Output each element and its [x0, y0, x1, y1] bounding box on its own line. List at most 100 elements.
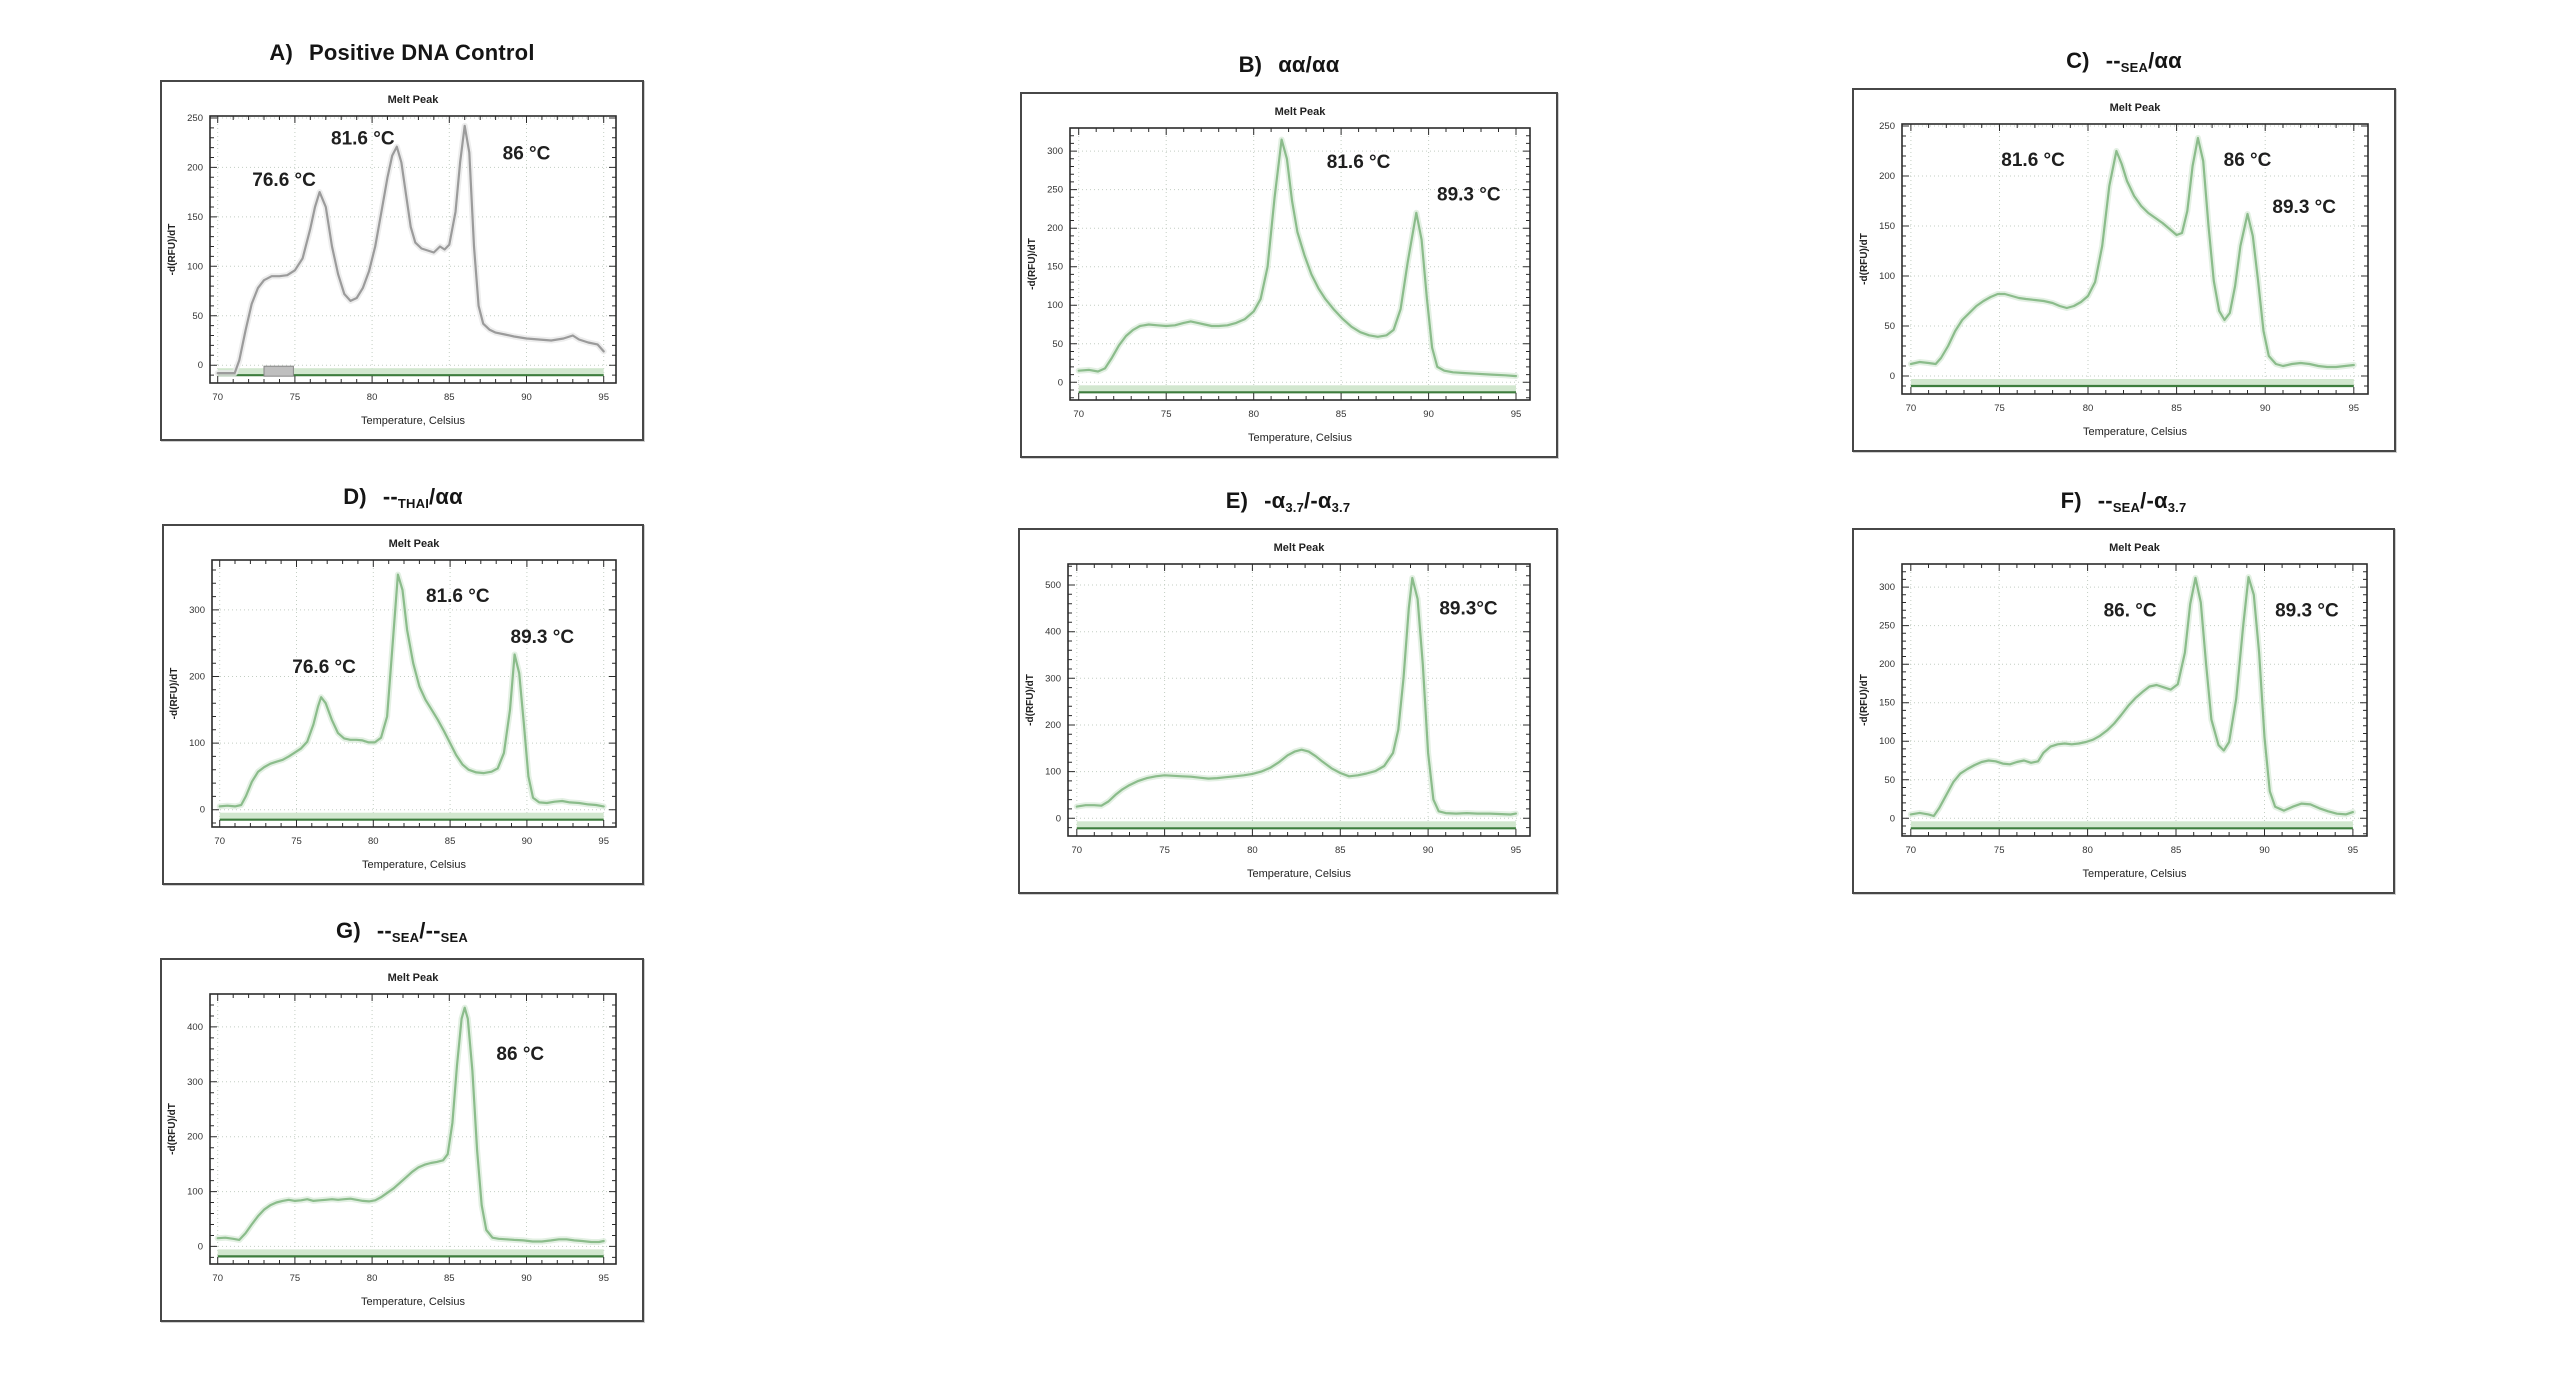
peak-annotation: 89.3°C: [1439, 598, 1498, 619]
y-tick-label: 300: [187, 1077, 203, 1088]
y-tick-label: 0: [1890, 813, 1895, 824]
genotype-text-segment: 3.7: [1331, 500, 1351, 515]
panel-F-melt-peak-chart: 70 75 80 85 90 95 0 50 100 150 200 250 300 86. °C 89.3…: [1852, 528, 2395, 894]
genotype-text-segment: /αα: [2148, 48, 2182, 73]
x-tick-label: 70: [214, 836, 225, 847]
x-axis-label: Temperature, Celsius: [361, 1296, 465, 1308]
y-tick-label: 100: [1047, 300, 1063, 311]
y-tick-label: 0: [198, 360, 203, 371]
x-tick-label: 85: [444, 392, 455, 403]
panel-B: B) αα/αα 70 75 80 85 90 95 0 50 100 150 200 250 300 81…: [1020, 46, 1558, 458]
x-tick-label: 90: [521, 392, 532, 403]
peak-annotation: 86 °C: [2224, 150, 2272, 171]
y-tick-label: 150: [1879, 221, 1895, 232]
peak-annotation: 86 °C: [503, 144, 551, 165]
y-axis-label: -d(RFU)/dT: [1859, 674, 1870, 726]
peak-annotation: 89.3 °C: [1437, 184, 1501, 205]
melt-curve-halo: [1075, 136, 1519, 380]
x-tick-label: 75: [1159, 845, 1170, 856]
y-tick-label: 200: [1879, 171, 1895, 182]
genotype-text-segment: -α: [1264, 488, 1286, 513]
melt-curve: [216, 124, 605, 375]
panel-G-melt-peak-chart: 70 75 80 85 90 95 0 100 200 300 400 86 °C Melt Peak T…: [160, 958, 644, 1322]
y-tick-label: 150: [1879, 698, 1895, 709]
x-tick-label: 85: [444, 1273, 455, 1284]
x-tick-label: 95: [1511, 409, 1522, 420]
panel-letter: B): [1238, 52, 1263, 77]
x-axis-ticks: [1076, 564, 1517, 836]
melt-peak-plot: 70 75 80 85 90 95 0 100 200 300 76.6 °C 81.6 °C 89.3…: [169, 538, 617, 871]
x-tick-label: 70: [1073, 409, 1084, 420]
baseline-band: [219, 812, 604, 820]
x-tick-label: 70: [212, 1273, 223, 1284]
x-tick-label: 95: [598, 1273, 609, 1284]
peak-annotation: 76.6 °C: [252, 170, 316, 191]
melt-curve: [216, 1006, 605, 1244]
panel-E-title: E) -α 3.7/-α 3.7: [1018, 482, 1558, 514]
panel-E-melt-peak-chart: 70 75 80 85 90 95 0 100 200 300 400 500 89.3°C Melt P…: [1018, 528, 1558, 894]
genotype-text-segment: αα/αα: [1278, 52, 1340, 77]
y-tick-label: 200: [1879, 659, 1895, 670]
x-tick-label: 90: [1423, 845, 1434, 856]
y-axis-label: -d(RFU)/dT: [167, 1103, 178, 1155]
x-tick-label: 80: [368, 836, 379, 847]
y-tick-label: 100: [187, 261, 203, 272]
melt-curve: [1077, 138, 1518, 378]
x-tick-label: 70: [1072, 845, 1083, 856]
baseline-band: [217, 1249, 604, 1257]
y-axis-ticks: [210, 117, 616, 376]
y-tick-label: 250: [1047, 185, 1063, 196]
panel-D-melt-peak-chart: 70 75 80 85 90 95 0 100 200 300 76.6 °C 81.6 °C 89.3…: [162, 524, 644, 885]
melt-curve: [1909, 576, 2354, 818]
panel-letter: D): [343, 484, 367, 509]
y-axis-label: -d(RFU)/dT: [1027, 238, 1038, 290]
panel-A-title: A) Positive DNA Control: [160, 34, 644, 66]
x-axis-ticks: [1078, 128, 1517, 400]
plot-border: [209, 115, 617, 384]
y-tick-label: 100: [1879, 271, 1895, 282]
chart-title: Melt Peak: [2109, 542, 2161, 554]
melt-peak-plot: 70 75 80 85 90 95 0 50 100 150 200 250 76.6 °C 81.6 °…: [167, 94, 617, 427]
x-tick-label: 85: [1336, 409, 1347, 420]
gridlines: [212, 560, 616, 827]
gridlines: [210, 994, 616, 1264]
x-axis-label: Temperature, Celsius: [361, 415, 465, 427]
x-tick-label: 75: [1994, 845, 2005, 856]
y-tick-label: 200: [189, 672, 205, 683]
panel-G: G) -- SEA/-- SEA 70 75 80 85 90 95 0 100 200 300 400 8…: [160, 912, 644, 1322]
y-tick-label: 300: [1045, 673, 1061, 684]
melt-peak-plot: 70 75 80 85 90 95 0 50 100 150 200 250 81.6 °C 86 °C 8…: [1859, 102, 2369, 438]
gridlines: [210, 116, 616, 383]
y-tick-label: 200: [187, 162, 203, 173]
peak-annotation: 89.3 °C: [2275, 600, 2339, 621]
panel-F: F) -- SEA/-α 3.7 70 75 80 85 90 95 0 50 100 150 200 25…: [1852, 482, 2395, 894]
x-tick-label: 90: [521, 1273, 532, 1284]
genotype-text-segment: /-α: [2140, 488, 2168, 513]
plot-border: [1067, 563, 1531, 837]
genotype-text-segment: Positive DNA Control: [308, 40, 535, 65]
y-tick-label: 100: [1045, 767, 1061, 778]
peak-annotation: 81.6 °C: [2001, 150, 2065, 171]
x-tick-label: 95: [2348, 845, 2359, 856]
y-tick-label: 200: [1045, 720, 1061, 731]
y-tick-label: 400: [187, 1022, 203, 1033]
panel-letter: G): [336, 918, 361, 943]
x-axis-ticks: [1910, 564, 2354, 836]
peak-annotation: 81.6 °C: [426, 586, 490, 607]
x-tick-label: 85: [445, 836, 456, 847]
chart-title: Melt Peak: [388, 94, 440, 106]
genotype-text-segment: --: [2097, 488, 2113, 513]
melt-peak-plot: 70 75 80 85 90 95 0 100 200 300 400 86 °C Melt Peak T…: [167, 972, 617, 1308]
melt-curve-halo: [216, 571, 607, 810]
panel-D-title: D) -- THAI/αα: [162, 478, 644, 510]
y-tick-label: 100: [189, 738, 205, 749]
baseline-band: [1910, 379, 2354, 386]
genotype-text-segment: --: [382, 484, 398, 509]
x-tick-label: 80: [1247, 845, 1258, 856]
y-axis-ticks: [1068, 565, 1530, 829]
y-axis-ticks: [210, 993, 616, 1258]
y-tick-label: 0: [198, 1241, 203, 1252]
x-tick-label: 90: [522, 836, 533, 847]
x-tick-label: 95: [2349, 403, 2360, 414]
x-axis-label: Temperature, Celsius: [2083, 426, 2187, 438]
